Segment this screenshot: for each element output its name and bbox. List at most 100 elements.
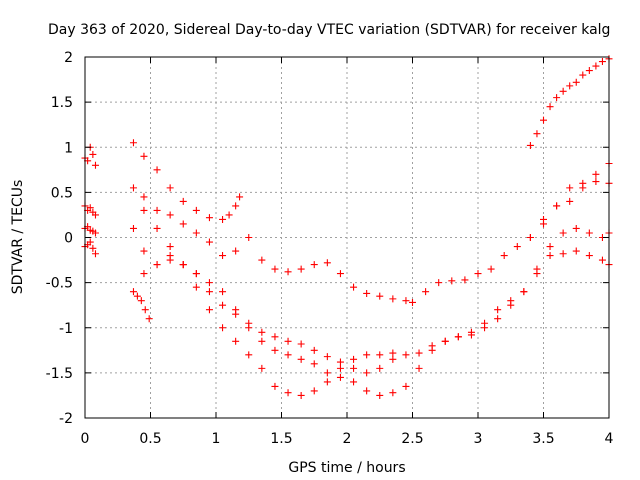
data-point (592, 62, 600, 70)
data-point (141, 306, 149, 314)
data-point (389, 389, 397, 397)
x-tick-label: 0.5 (139, 431, 161, 447)
data-point (526, 234, 534, 241)
data-point (350, 283, 358, 291)
data-point (553, 202, 561, 210)
data-point (336, 373, 344, 381)
data-point (435, 279, 443, 287)
data-points (81, 55, 613, 399)
data-point (271, 346, 279, 354)
data-point (500, 252, 508, 260)
data-point (310, 261, 318, 269)
data-point (336, 358, 344, 366)
data-point (461, 276, 469, 284)
data-point (297, 391, 305, 399)
data-point (409, 298, 416, 306)
chart-title: Day 363 of 2020, Sidereal Day-to-day VTE… (48, 22, 610, 38)
data-point (219, 324, 227, 332)
data-point (592, 178, 600, 186)
x-tick-label: 1 (212, 431, 221, 447)
data-point (192, 229, 200, 237)
data-point (232, 247, 240, 255)
data-point (205, 238, 213, 246)
data-point (566, 82, 574, 90)
data-point (323, 259, 331, 267)
series-arc-e (129, 139, 244, 223)
data-point (402, 297, 410, 305)
data-point (145, 315, 153, 323)
data-point (89, 150, 97, 158)
data-point (553, 94, 561, 102)
data-point (232, 337, 240, 345)
data-point (86, 238, 94, 246)
data-point (363, 387, 371, 395)
data-point (389, 349, 397, 357)
data-point (402, 382, 410, 390)
data-point (310, 387, 318, 395)
data-point (467, 331, 475, 339)
data-point (225, 211, 233, 219)
data-point (559, 87, 567, 95)
y-tick-label: 2 (64, 50, 73, 66)
data-point (271, 265, 279, 273)
data-point (153, 166, 161, 174)
data-point (363, 351, 371, 359)
data-point (415, 349, 423, 357)
data-point (166, 211, 174, 219)
data-point (133, 292, 141, 300)
x-axis-label: GPS time / hours (288, 460, 405, 476)
data-point (526, 141, 534, 149)
data-point (428, 346, 436, 354)
series-arc-h (140, 224, 613, 399)
data-point (140, 193, 148, 201)
data-point (166, 256, 174, 264)
data-point (415, 364, 423, 372)
data-point (310, 346, 318, 354)
data-point (166, 243, 174, 251)
data-point (494, 306, 502, 314)
data-point (140, 206, 148, 214)
data-point (140, 247, 148, 255)
data-point (336, 364, 344, 372)
data-point (585, 252, 593, 260)
data-point (192, 206, 200, 214)
data-point (540, 116, 547, 124)
data-point (572, 247, 580, 255)
data-point (153, 224, 161, 232)
data-point (559, 229, 567, 237)
data-point (540, 215, 547, 223)
data-point (481, 324, 489, 332)
y-tick-label: -0.5 (46, 276, 73, 292)
data-point (363, 289, 371, 297)
data-point (166, 184, 174, 192)
y-tick-label: 1.5 (51, 95, 73, 111)
data-point (323, 353, 331, 361)
data-point (310, 360, 318, 368)
data-point (140, 152, 148, 160)
data-point (579, 184, 587, 192)
data-point (153, 206, 161, 214)
data-point (487, 265, 495, 273)
data-point (350, 355, 358, 363)
data-point (572, 224, 580, 232)
series-arc-k (526, 55, 613, 149)
data-point (441, 337, 449, 345)
data-point (389, 355, 397, 363)
data-point (86, 204, 94, 212)
x-tick-label: 1.5 (270, 431, 292, 447)
data-point (258, 256, 266, 264)
data-point (533, 270, 541, 278)
data-point (284, 337, 292, 345)
data-point (219, 301, 227, 309)
data-point (179, 220, 187, 228)
data-point (245, 324, 253, 332)
data-point (205, 214, 213, 222)
data-point (598, 256, 606, 264)
data-point (205, 306, 213, 314)
data-point (205, 279, 213, 287)
data-point (129, 288, 137, 296)
x-tick-label: 2 (343, 431, 352, 447)
data-point (572, 78, 580, 86)
data-point (297, 355, 305, 363)
